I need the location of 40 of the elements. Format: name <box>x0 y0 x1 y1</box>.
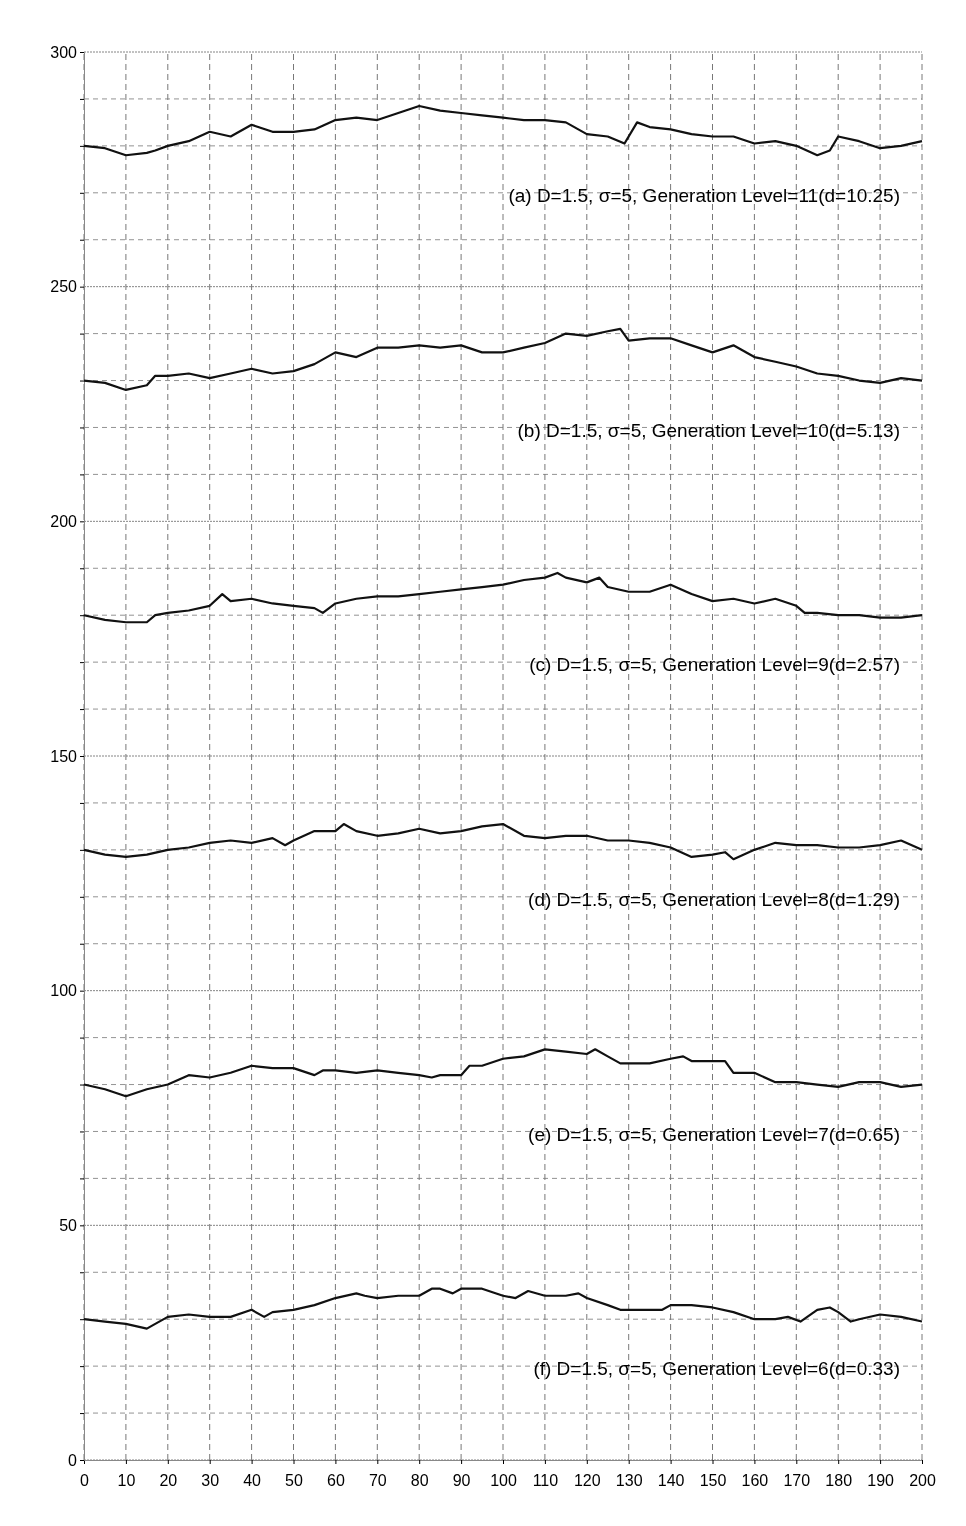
y-tick-label: 50 <box>59 1216 78 1234</box>
text: (b) D=1.5, σ=5, Generation Level=10(d=5.13) <box>517 419 900 441</box>
x-tick-label: 140 <box>657 1472 685 1490</box>
x-tick-label: 180 <box>825 1472 853 1490</box>
x-tick-label: 40 <box>243 1472 262 1490</box>
x-tick-label: 100 <box>490 1472 517 1490</box>
y-tick-label: 250 <box>50 278 78 296</box>
line-series <box>82 104 924 157</box>
x-tick-label: 20 <box>159 1472 178 1490</box>
x-tick-label: 60 <box>327 1472 345 1490</box>
text: (a) D=1.5, σ=5, Generation Level=11(d=10.25) <box>508 184 900 206</box>
series-label: (c) D=1.5, σ=5, Generation Level=9(d=2.57) <box>529 654 900 676</box>
x-tick-label: 90 <box>452 1472 471 1490</box>
y-tick-label: 200 <box>50 512 78 530</box>
y-tick-label: 150 <box>50 747 78 765</box>
text: (f) D=1.5, σ=5, Generation Level=6(d=0.33) <box>533 1358 900 1380</box>
line-series <box>82 822 924 861</box>
x-tick-label: 30 <box>201 1472 220 1490</box>
x-tick-label: 70 <box>368 1472 387 1490</box>
x-tick-label: 190 <box>867 1472 895 1490</box>
x-tick-label: 120 <box>573 1472 601 1490</box>
x-tick-label: 50 <box>285 1472 303 1490</box>
line-series <box>82 571 924 624</box>
x-tick-label: 160 <box>741 1472 769 1490</box>
x-tick-label: 150 <box>699 1472 727 1490</box>
line-series <box>82 1287 924 1330</box>
x-tick-label: 130 <box>615 1472 643 1490</box>
x-tick-label: 80 <box>410 1472 429 1490</box>
x-tick-label: 0 <box>80 1472 90 1490</box>
x-tick-label: 10 <box>117 1472 136 1490</box>
x-tick-label: 170 <box>783 1472 811 1490</box>
line-series <box>82 1048 924 1098</box>
y-tick-label: 300 <box>50 43 78 61</box>
y-tick-label: 0 <box>68 1451 78 1469</box>
y-tick-label: 100 <box>50 982 78 1000</box>
text: (d) D=1.5, σ=5, Generation Level=8(d=1.29) <box>528 888 900 910</box>
series-label: (e) D=1.5, σ=5, Generation Level=7(d=0.65) <box>528 1123 900 1145</box>
x-tick-label: 110 <box>532 1472 559 1490</box>
x-tick-label: 200 <box>909 1472 936 1490</box>
line-series <box>82 327 924 392</box>
